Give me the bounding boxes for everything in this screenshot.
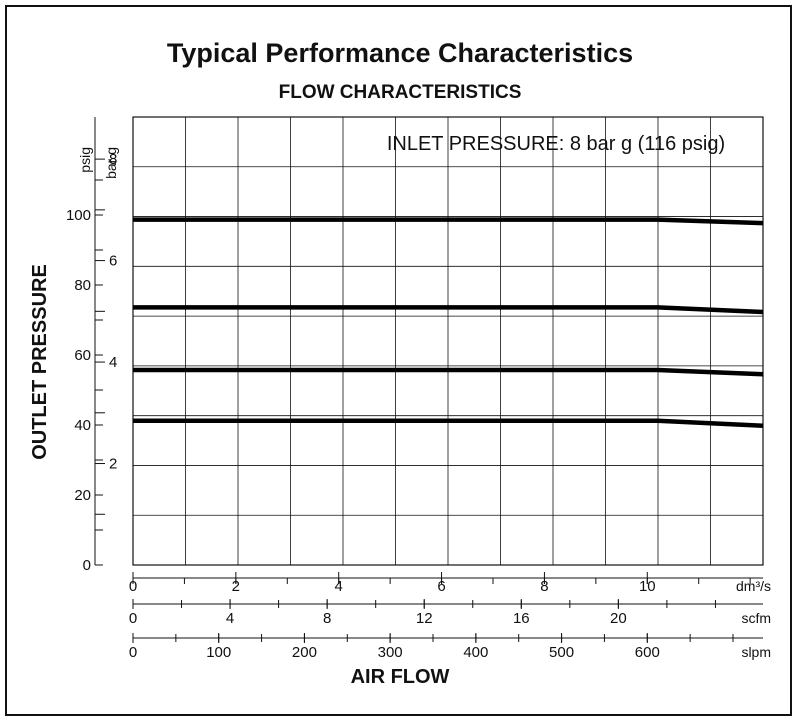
x-tick-label: 300 bbox=[378, 644, 403, 661]
psig-tick-label: 20 bbox=[74, 487, 91, 504]
x-tick-label: 10 bbox=[639, 578, 656, 595]
x-tick-label: 8 bbox=[540, 578, 548, 595]
x-axis-unit: dm³/s bbox=[736, 578, 771, 594]
bar-tick-label: 2 bbox=[109, 456, 117, 473]
series-line bbox=[133, 305, 764, 315]
y-axis-label: OUTLET PRESSURE bbox=[29, 264, 51, 460]
x-tick-label: 12 bbox=[416, 610, 433, 627]
x-tick-label: 2 bbox=[232, 578, 240, 595]
series-line bbox=[133, 418, 764, 428]
series-line bbox=[133, 367, 764, 377]
x-tick-label: 0 bbox=[129, 578, 137, 595]
x-tick-label: 600 bbox=[635, 644, 660, 661]
series-line bbox=[133, 217, 764, 226]
x-tick-label: 4 bbox=[335, 578, 343, 595]
x-tick-label: 20 bbox=[610, 610, 627, 627]
chart-subtitle: FLOW CHARACTERISTICS bbox=[279, 82, 522, 103]
bar-unit: bar g bbox=[103, 147, 119, 179]
x-tick-label: 400 bbox=[463, 644, 488, 661]
inlet-pressure-annotation: INLET PRESSURE: 8 bar g (116 psig) bbox=[387, 133, 725, 155]
psig-tick-label: 60 bbox=[74, 347, 91, 364]
psig-unit: psig bbox=[77, 147, 93, 173]
plot-grid bbox=[132, 116, 764, 566]
x-tick-label: 200 bbox=[292, 644, 317, 661]
x-tick-label: 100 bbox=[206, 644, 231, 661]
psig-tick-label: 40 bbox=[74, 417, 91, 434]
bar-tick-label: 8 bbox=[109, 151, 117, 168]
bar-tick-label: 6 bbox=[109, 253, 117, 270]
x-tick-label: 0 bbox=[129, 644, 137, 661]
psig-tick-label: 80 bbox=[74, 277, 91, 294]
x-axis-label: AIR FLOW bbox=[351, 666, 450, 688]
chart-title: Typical Performance Characteristics bbox=[167, 38, 633, 68]
psig-tick-label: 0 bbox=[83, 557, 91, 574]
bar-tick-label: 4 bbox=[109, 354, 117, 371]
series-lines bbox=[133, 217, 764, 428]
x-tick-label: 0 bbox=[129, 610, 137, 627]
x-tick-label: 500 bbox=[549, 644, 574, 661]
chart-frame bbox=[5, 5, 792, 716]
x-tick-label: 16 bbox=[513, 610, 530, 627]
psig-tick-label: 100 bbox=[66, 207, 91, 224]
x-axis-unit: scfm bbox=[741, 610, 771, 626]
x-tick-label: 8 bbox=[323, 610, 331, 627]
x-axis-unit: slpm bbox=[741, 644, 771, 660]
x-tick-label: 6 bbox=[437, 578, 445, 595]
x-tick-label: 4 bbox=[226, 610, 234, 627]
